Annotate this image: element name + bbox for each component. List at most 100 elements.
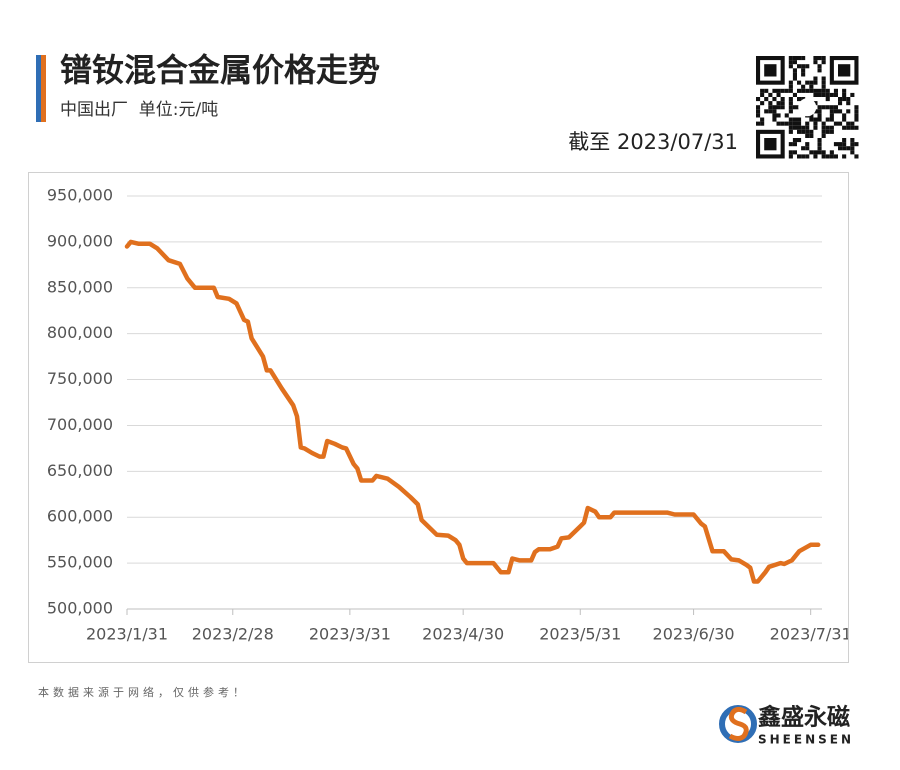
qr-module [809,129,814,134]
qr-module [813,92,818,97]
qr-module [805,64,810,69]
qr-module [760,117,765,122]
qr-module [792,92,797,97]
x-tick-label: 2023/7/31 [770,625,852,644]
qr-module [801,84,806,89]
qr-module [756,105,761,110]
qr-finder [829,55,859,85]
qr-module [854,154,859,159]
qr-module [780,105,785,110]
qr-module [829,113,834,118]
qr-module [784,121,789,126]
qr-module [788,97,793,102]
qr-module [829,125,834,130]
qr-module [768,105,773,110]
qr-module [829,109,834,114]
qr-module [838,142,843,147]
qr-module [825,105,830,110]
qr-module [801,72,806,77]
y-tick-label: 800,000 [47,323,113,342]
x-tick-label: 2023/2/28 [192,625,274,644]
qr-module [817,88,822,93]
qr-module [842,154,847,159]
qr-module [817,56,822,61]
y-tick-label: 650,000 [47,461,113,480]
qr-module [842,138,847,143]
qr-module [829,105,834,110]
qr-module [817,146,822,151]
qr-module [756,109,761,114]
qr-module [801,64,806,69]
qr-module [825,154,830,159]
qr-module [817,117,822,122]
qr-module [850,146,855,151]
y-tick-label: 850,000 [47,277,113,296]
x-tick-label: 2023/3/31 [309,625,391,644]
qr-module [756,97,761,102]
qr-module [833,109,838,114]
qr-module [842,92,847,97]
qr-module [838,121,843,126]
qr-module [797,129,802,134]
as-of-date: 截至 2023/07/31 [568,130,738,154]
qr-module [813,125,818,130]
y-tick-label: 500,000 [47,599,113,618]
qr-module [784,88,789,93]
qr-module [821,105,826,110]
qr-module [776,101,781,106]
qr-module [792,56,797,61]
qr-module [817,105,822,110]
qr-module [805,88,810,93]
qr-module [772,109,777,114]
qr-module [792,68,797,73]
qr-module [780,97,785,102]
qr-module [788,129,793,134]
qr-module [801,125,806,130]
qr-module [846,101,851,106]
y-tick-label: 950,000 [47,186,113,205]
qr-module [805,80,810,85]
qr-module [764,97,769,102]
qr-module [842,125,847,130]
qr-module [829,150,834,155]
y-tick-label: 750,000 [47,369,113,388]
qr-module [768,109,773,114]
qr-module [821,56,826,61]
qr-module [792,76,797,81]
qr-module [813,121,818,126]
qr-module [842,146,847,151]
qr-module [797,88,802,93]
qr-module [805,133,810,138]
qr-module [821,92,826,97]
qr-module [788,105,793,110]
title-bar-orange [41,55,46,122]
qr-module [772,97,777,102]
qr-module [809,88,814,93]
qr-module [805,146,810,151]
qr-module [801,154,806,159]
qr-module [825,97,830,102]
qr-module [809,113,814,118]
qr-module [760,121,765,126]
qr-module [813,117,818,122]
qr-module [772,113,777,118]
qr-module [813,101,818,106]
qr-module [850,125,855,130]
qr-module [809,117,814,122]
qr-module [792,117,797,122]
qr-module [760,101,765,106]
brand-logo: 鑫盛永磁 SHEENSEN [719,704,851,747]
qr-module [850,121,855,126]
qr-module [813,150,818,155]
qr-module [776,113,781,118]
qr-module [825,92,830,97]
qr-module [850,150,855,155]
qr-module [833,105,838,110]
qr-module [838,109,843,114]
qr-logo [798,98,817,117]
qr-module [821,84,826,89]
qr-module [838,146,843,151]
qr-module [788,60,793,65]
plot: 500,000 550,000 600,000 650,000 700,000 750,0… [47,186,852,644]
x-tick-label: 2023/5/31 [539,625,621,644]
